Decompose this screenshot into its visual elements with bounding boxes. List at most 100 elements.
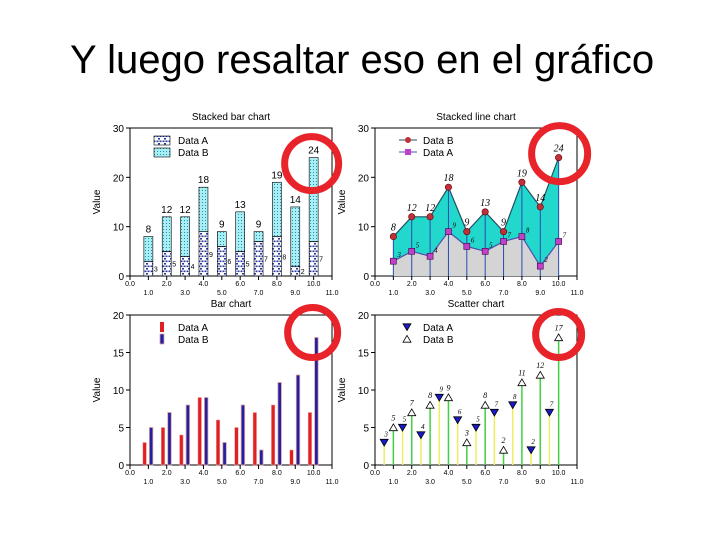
point-data-b [536, 203, 544, 211]
line-data-a [393, 230, 560, 268]
y-tick-label: 30 [358, 124, 370, 135]
data-label-a: 7 [563, 231, 567, 239]
data-label-a: 5 [476, 416, 480, 424]
data-label-b: 12 [425, 203, 435, 214]
line-data-b [392, 157, 560, 237]
x-tick-label: 8.0 [517, 281, 527, 288]
legend-marker [402, 334, 412, 343]
point-data-a [536, 262, 544, 270]
bar-data-a [307, 412, 312, 466]
x-tick-label: 3.0 [425, 290, 435, 297]
bar-data-a [289, 449, 294, 466]
data-label-total: 24 [308, 146, 320, 157]
x-tick-label: 1.0 [143, 479, 153, 486]
x-tick-label: 8.0 [517, 470, 527, 477]
x-tick-label: 10.0 [552, 470, 566, 477]
y-tick-label: 20 [113, 173, 125, 184]
x-tick-label: 1.0 [388, 479, 398, 486]
bar-data-a [160, 427, 165, 466]
point-data-a [500, 238, 507, 245]
point-data-a [390, 257, 397, 265]
bar-data-a [179, 434, 184, 466]
bar-data-a [180, 255, 190, 277]
x-tick-label: 0.0 [370, 470, 380, 477]
legend-marker [402, 323, 412, 332]
bar-data-b [277, 382, 282, 466]
x-tick-label: 2.0 [162, 281, 172, 288]
bar-data-b [185, 404, 190, 466]
point-data-a [416, 431, 426, 440]
data-label-b: 12 [407, 203, 417, 214]
point-data-b [408, 213, 416, 221]
point-data-a [555, 238, 562, 245]
legend-swatch [153, 135, 171, 146]
bar-data-b [290, 206, 301, 267]
data-label-b: 24 [554, 144, 564, 155]
x-tick-label: 4.0 [199, 470, 209, 477]
data-label-a: 6 [471, 236, 475, 244]
point-data-b [498, 445, 509, 454]
bar-data-a [161, 251, 172, 277]
y-tick-label: 15 [113, 349, 125, 360]
point-data-b [389, 233, 397, 241]
bar-data-a [308, 241, 319, 277]
data-label-a: 4 [191, 264, 195, 271]
legend-label: Data A [178, 323, 208, 334]
data-label-total: 13 [235, 200, 247, 211]
point-data-a [452, 416, 463, 425]
point-data-b [535, 370, 545, 379]
highlight-circle [528, 122, 592, 186]
y-tick-label: 10 [113, 223, 125, 234]
highlight-circles [281, 122, 592, 361]
bar-data-a [143, 260, 154, 277]
data-label-total: 9 [256, 220, 262, 231]
x-tick-label: 1.0 [388, 290, 398, 297]
x-tick-label: 0.0 [370, 281, 380, 288]
data-label-b: 7 [410, 399, 415, 408]
data-label-a: 3 [383, 431, 388, 439]
bar-data-b [259, 449, 264, 466]
x-tick-label: 7.0 [254, 479, 264, 486]
point-data-a [397, 423, 408, 432]
x-tick-label: 10.0 [307, 470, 321, 477]
bar-data-b [180, 216, 190, 257]
x-tick-label: 11.0 [570, 479, 583, 486]
bar-data-b [198, 186, 209, 232]
y-tick-label: 20 [358, 173, 370, 184]
bar-data-a [253, 241, 264, 277]
legend-swatch [153, 147, 171, 158]
y-tick-label: 20 [358, 311, 370, 322]
y-tick-label: 10 [358, 223, 370, 234]
bar-data-b [272, 181, 282, 237]
bar-chart: 0 5 10 15 20 0.0 2.0 4.0 6.0 8.0 10.0 1.0 3.0 5.0 7.0 9… [92, 299, 339, 486]
bar-data-a [142, 442, 147, 466]
x-tick-label: 5.0 [217, 290, 227, 297]
data-label-a: 7 [264, 257, 268, 264]
legend-label: Data B [178, 335, 209, 346]
highlight-circle [532, 308, 586, 361]
x-tick-label: 10.0 [307, 281, 321, 288]
y-tick-label: 5 [118, 424, 124, 435]
point-data-b [555, 154, 563, 162]
data-label-b: 8 [483, 391, 487, 400]
x-tick-label: 4.0 [199, 281, 209, 288]
y-axis-label: Value [337, 189, 348, 214]
y-tick-label: 15 [358, 349, 370, 360]
data-label-b: 9 [501, 218, 506, 229]
x-tick-label: 2.0 [407, 470, 417, 477]
y-tick-label: 0 [118, 461, 124, 472]
data-label-a: 8 [282, 254, 286, 261]
point-data-a [544, 408, 555, 417]
legend-label: Data B [423, 136, 454, 147]
y-tick-label: 10 [113, 386, 125, 397]
data-label-a: 5 [489, 241, 493, 249]
x-tick-label: 9.0 [535, 290, 545, 297]
bar-data-a [216, 419, 221, 466]
data-label-a: 4 [434, 246, 438, 254]
legend-swatch [160, 322, 164, 332]
point-data-b [553, 333, 564, 342]
data-label-b: 18 [443, 173, 453, 184]
highlight-circle [281, 133, 343, 195]
x-tick-label: 2.0 [162, 470, 172, 477]
x-tick-label: 11.0 [325, 479, 338, 486]
